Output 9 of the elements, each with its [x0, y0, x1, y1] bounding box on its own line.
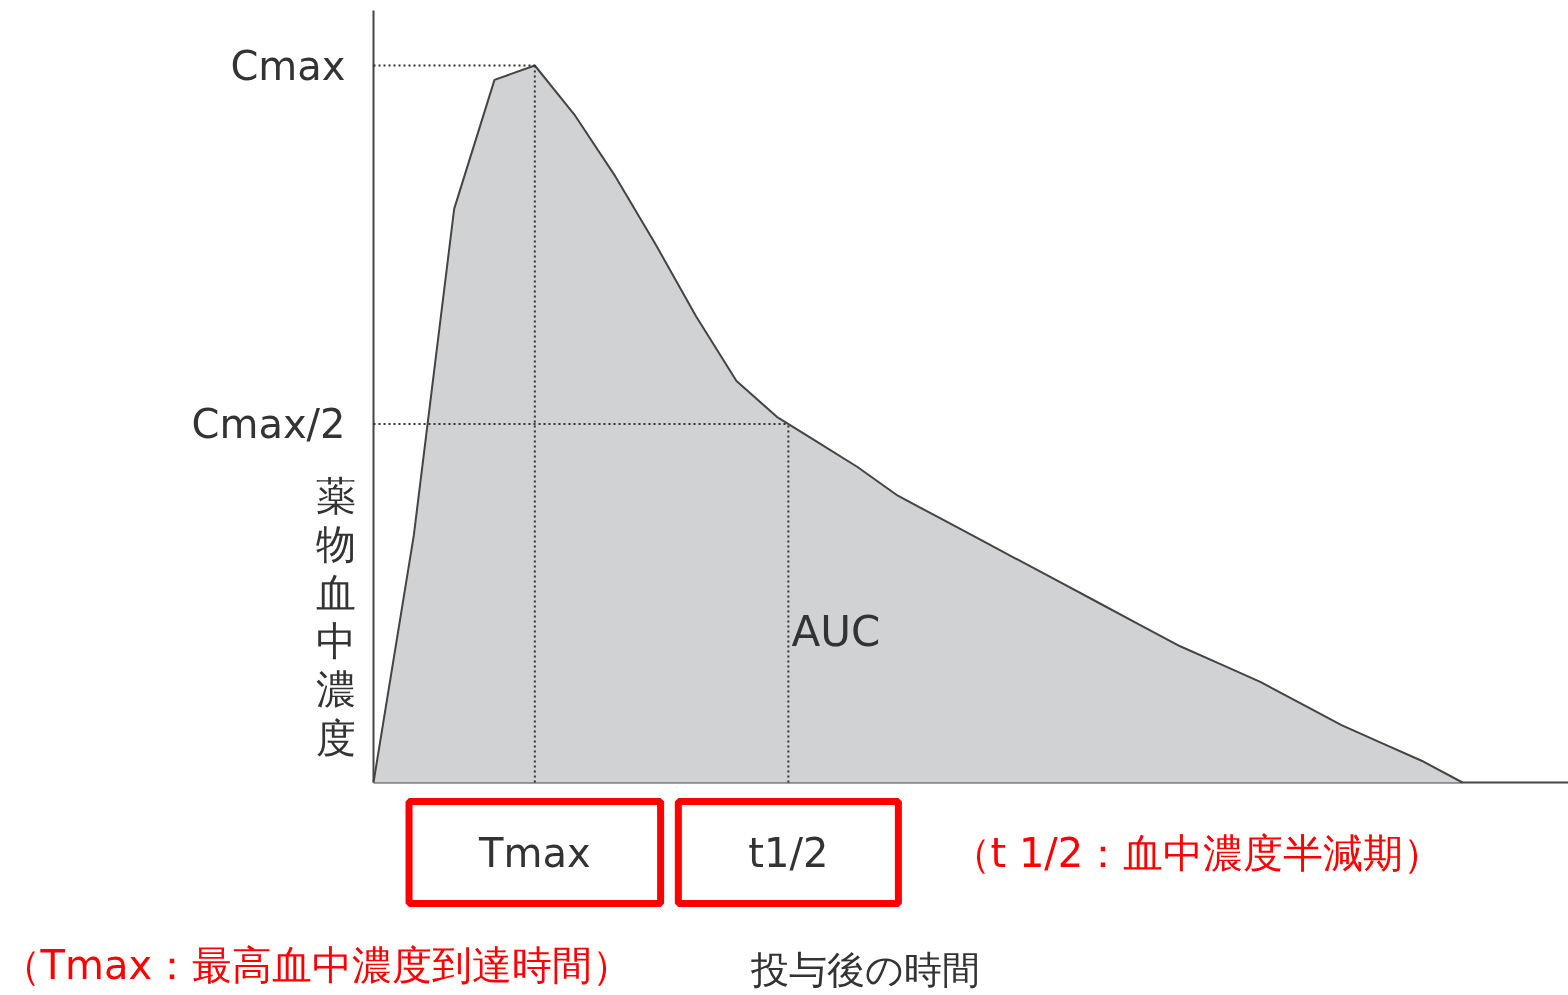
ref-line-label: Cmax/2 — [191, 401, 346, 447]
text: （t 1/2：血中濃度半減期） — [950, 829, 1444, 876]
text: t1/2 — [748, 829, 829, 876]
text: Tmax — [478, 829, 591, 876]
y-axis-title: 薬物血中濃度 — [315, 473, 356, 761]
annotation: AUC — [791, 606, 881, 656]
ref-line-label: Cmax — [230, 42, 346, 89]
text: （Tmax：最高血中濃度到達時間） — [0, 941, 633, 988]
x-axis-title: 投与後の時間 — [749, 947, 980, 992]
